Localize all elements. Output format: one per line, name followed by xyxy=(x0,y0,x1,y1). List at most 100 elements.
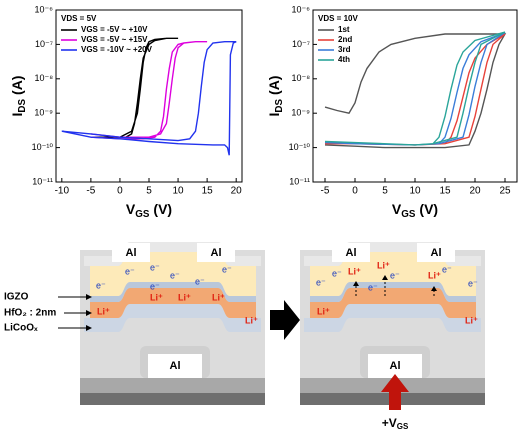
licoo-layer xyxy=(90,288,256,318)
layer-label: LiCoOₓ xyxy=(4,323,38,334)
legend-label: VGS = -5V ~ +10V xyxy=(81,25,148,34)
electrode-label: Al xyxy=(390,360,401,372)
x-tick-label: 15 xyxy=(202,186,214,197)
lithium-ion: Li⁺ xyxy=(178,292,191,302)
label-unit: (A) xyxy=(266,76,282,95)
x-tick-label: 5 xyxy=(146,186,152,197)
electrode-label: Al xyxy=(170,360,181,372)
lithium-ion: Li⁺ xyxy=(212,292,225,302)
legend-label: VGS = -5V ~ +15V xyxy=(81,35,148,44)
lithium-ion: Li⁺ xyxy=(245,315,258,325)
x-axis-label: VGS (V) xyxy=(126,201,172,220)
y-tick-label: 10⁻⁹ xyxy=(34,108,53,118)
series-line xyxy=(325,33,506,146)
y-tick-label: 10⁻⁶ xyxy=(292,4,311,14)
top-electrode xyxy=(332,243,370,262)
electron: e⁻ xyxy=(150,281,160,291)
x-tick-label: -10 xyxy=(55,186,70,197)
y-tick-label: 10⁻¹¹ xyxy=(289,176,310,186)
y-tick-label: 10⁻¹¹ xyxy=(32,176,53,186)
top-electrode xyxy=(197,243,235,262)
ion-arrowhead xyxy=(353,281,359,286)
legend-label: VGS = -10V ~ +20V xyxy=(81,45,153,54)
electron: e⁻ xyxy=(222,264,232,274)
process-arrow xyxy=(270,300,300,340)
electron: e⁻ xyxy=(96,280,106,290)
legend-label: 4th xyxy=(338,55,350,64)
x-tick-label: 20 xyxy=(469,186,481,197)
lower-layer xyxy=(84,304,261,332)
label-sub: GS xyxy=(401,209,416,220)
x-tick-label: 0 xyxy=(352,186,358,197)
y-tick-label: 10⁻⁷ xyxy=(35,39,53,49)
electron: e⁻ xyxy=(368,282,378,292)
label-main: I xyxy=(266,113,282,117)
y-tick-label: 10⁻¹⁰ xyxy=(32,142,54,152)
label-sub: GS xyxy=(135,209,150,220)
lithium-ion: Li⁺ xyxy=(377,260,390,270)
label-sub: DS xyxy=(17,99,28,113)
x-axis-label: VGS (V) xyxy=(392,201,438,220)
y-tick-label: 10⁻⁹ xyxy=(291,108,310,118)
electron: e⁻ xyxy=(125,266,135,276)
x-tick-label: 10 xyxy=(173,186,185,197)
base-layer xyxy=(80,378,265,393)
legend-label: 2nd xyxy=(338,35,352,44)
x-tick-label: -5 xyxy=(321,186,330,197)
igzo-layer xyxy=(310,252,476,296)
layer-arrowhead xyxy=(86,310,92,316)
legend-title: VDS = 10V xyxy=(318,14,358,23)
layer-label: HfO₂ : 2nm xyxy=(4,308,56,319)
series-line xyxy=(90,41,208,140)
label-sub: GS xyxy=(397,422,409,431)
electron: e⁻ xyxy=(316,277,326,287)
layer-arrowhead xyxy=(86,294,92,300)
y-tick-label: 10⁻⁸ xyxy=(34,73,53,83)
hfo2-layer xyxy=(90,282,256,302)
y-axis-label: IDS (A) xyxy=(266,76,285,117)
y-tick-label: 10⁻⁶ xyxy=(35,4,54,14)
series-line xyxy=(324,33,507,149)
x-tick-label: 5 xyxy=(382,186,388,197)
ion-arrowhead xyxy=(431,286,437,291)
legend-title: VDS = 5V xyxy=(61,14,97,23)
label-main: I xyxy=(9,113,25,117)
top-electrode xyxy=(112,243,150,262)
lithium-ion: Li⁺ xyxy=(428,270,441,280)
gate-bias-label: +VGS xyxy=(382,416,409,431)
electron: e⁻ xyxy=(170,270,180,280)
gate-electrode xyxy=(148,354,202,378)
legend-label: 1st xyxy=(338,25,350,34)
legend-label: 3rd xyxy=(338,45,351,54)
x-tick-label: 20 xyxy=(231,186,243,197)
electron: e⁻ xyxy=(195,276,205,286)
electrode-label: Al xyxy=(211,247,222,259)
series-line xyxy=(61,41,237,156)
top-electrode xyxy=(417,243,455,262)
electrode-label: Al xyxy=(431,247,442,259)
electrode-label: Al xyxy=(126,247,137,259)
lithium-ion: Li⁺ xyxy=(97,306,110,316)
lithium-ion: Li⁺ xyxy=(348,266,361,276)
x-tick-label: 10 xyxy=(409,186,421,197)
electron: e⁻ xyxy=(390,270,400,280)
series-line xyxy=(90,37,179,138)
y-tick-label: 10⁻⁷ xyxy=(292,39,310,49)
electron: e⁻ xyxy=(468,278,478,288)
layer-label: IGZO xyxy=(4,292,29,303)
label-sub: DS xyxy=(274,99,285,113)
x-tick-label: -5 xyxy=(86,186,95,197)
series-line xyxy=(324,31,506,146)
label-unit: (A) xyxy=(9,76,25,95)
label-main: V xyxy=(392,201,402,217)
x-tick-label: 0 xyxy=(117,186,123,197)
lithium-ion: Li⁺ xyxy=(465,315,478,325)
label-unit: (V) xyxy=(153,201,172,217)
bottom-layer xyxy=(80,393,265,405)
igzo-layer xyxy=(90,252,256,296)
y-tick-label: 10⁻¹⁰ xyxy=(289,142,311,152)
lower-layer xyxy=(304,304,481,332)
x-tick-label: 25 xyxy=(499,186,511,197)
gate-arrow xyxy=(381,374,409,410)
